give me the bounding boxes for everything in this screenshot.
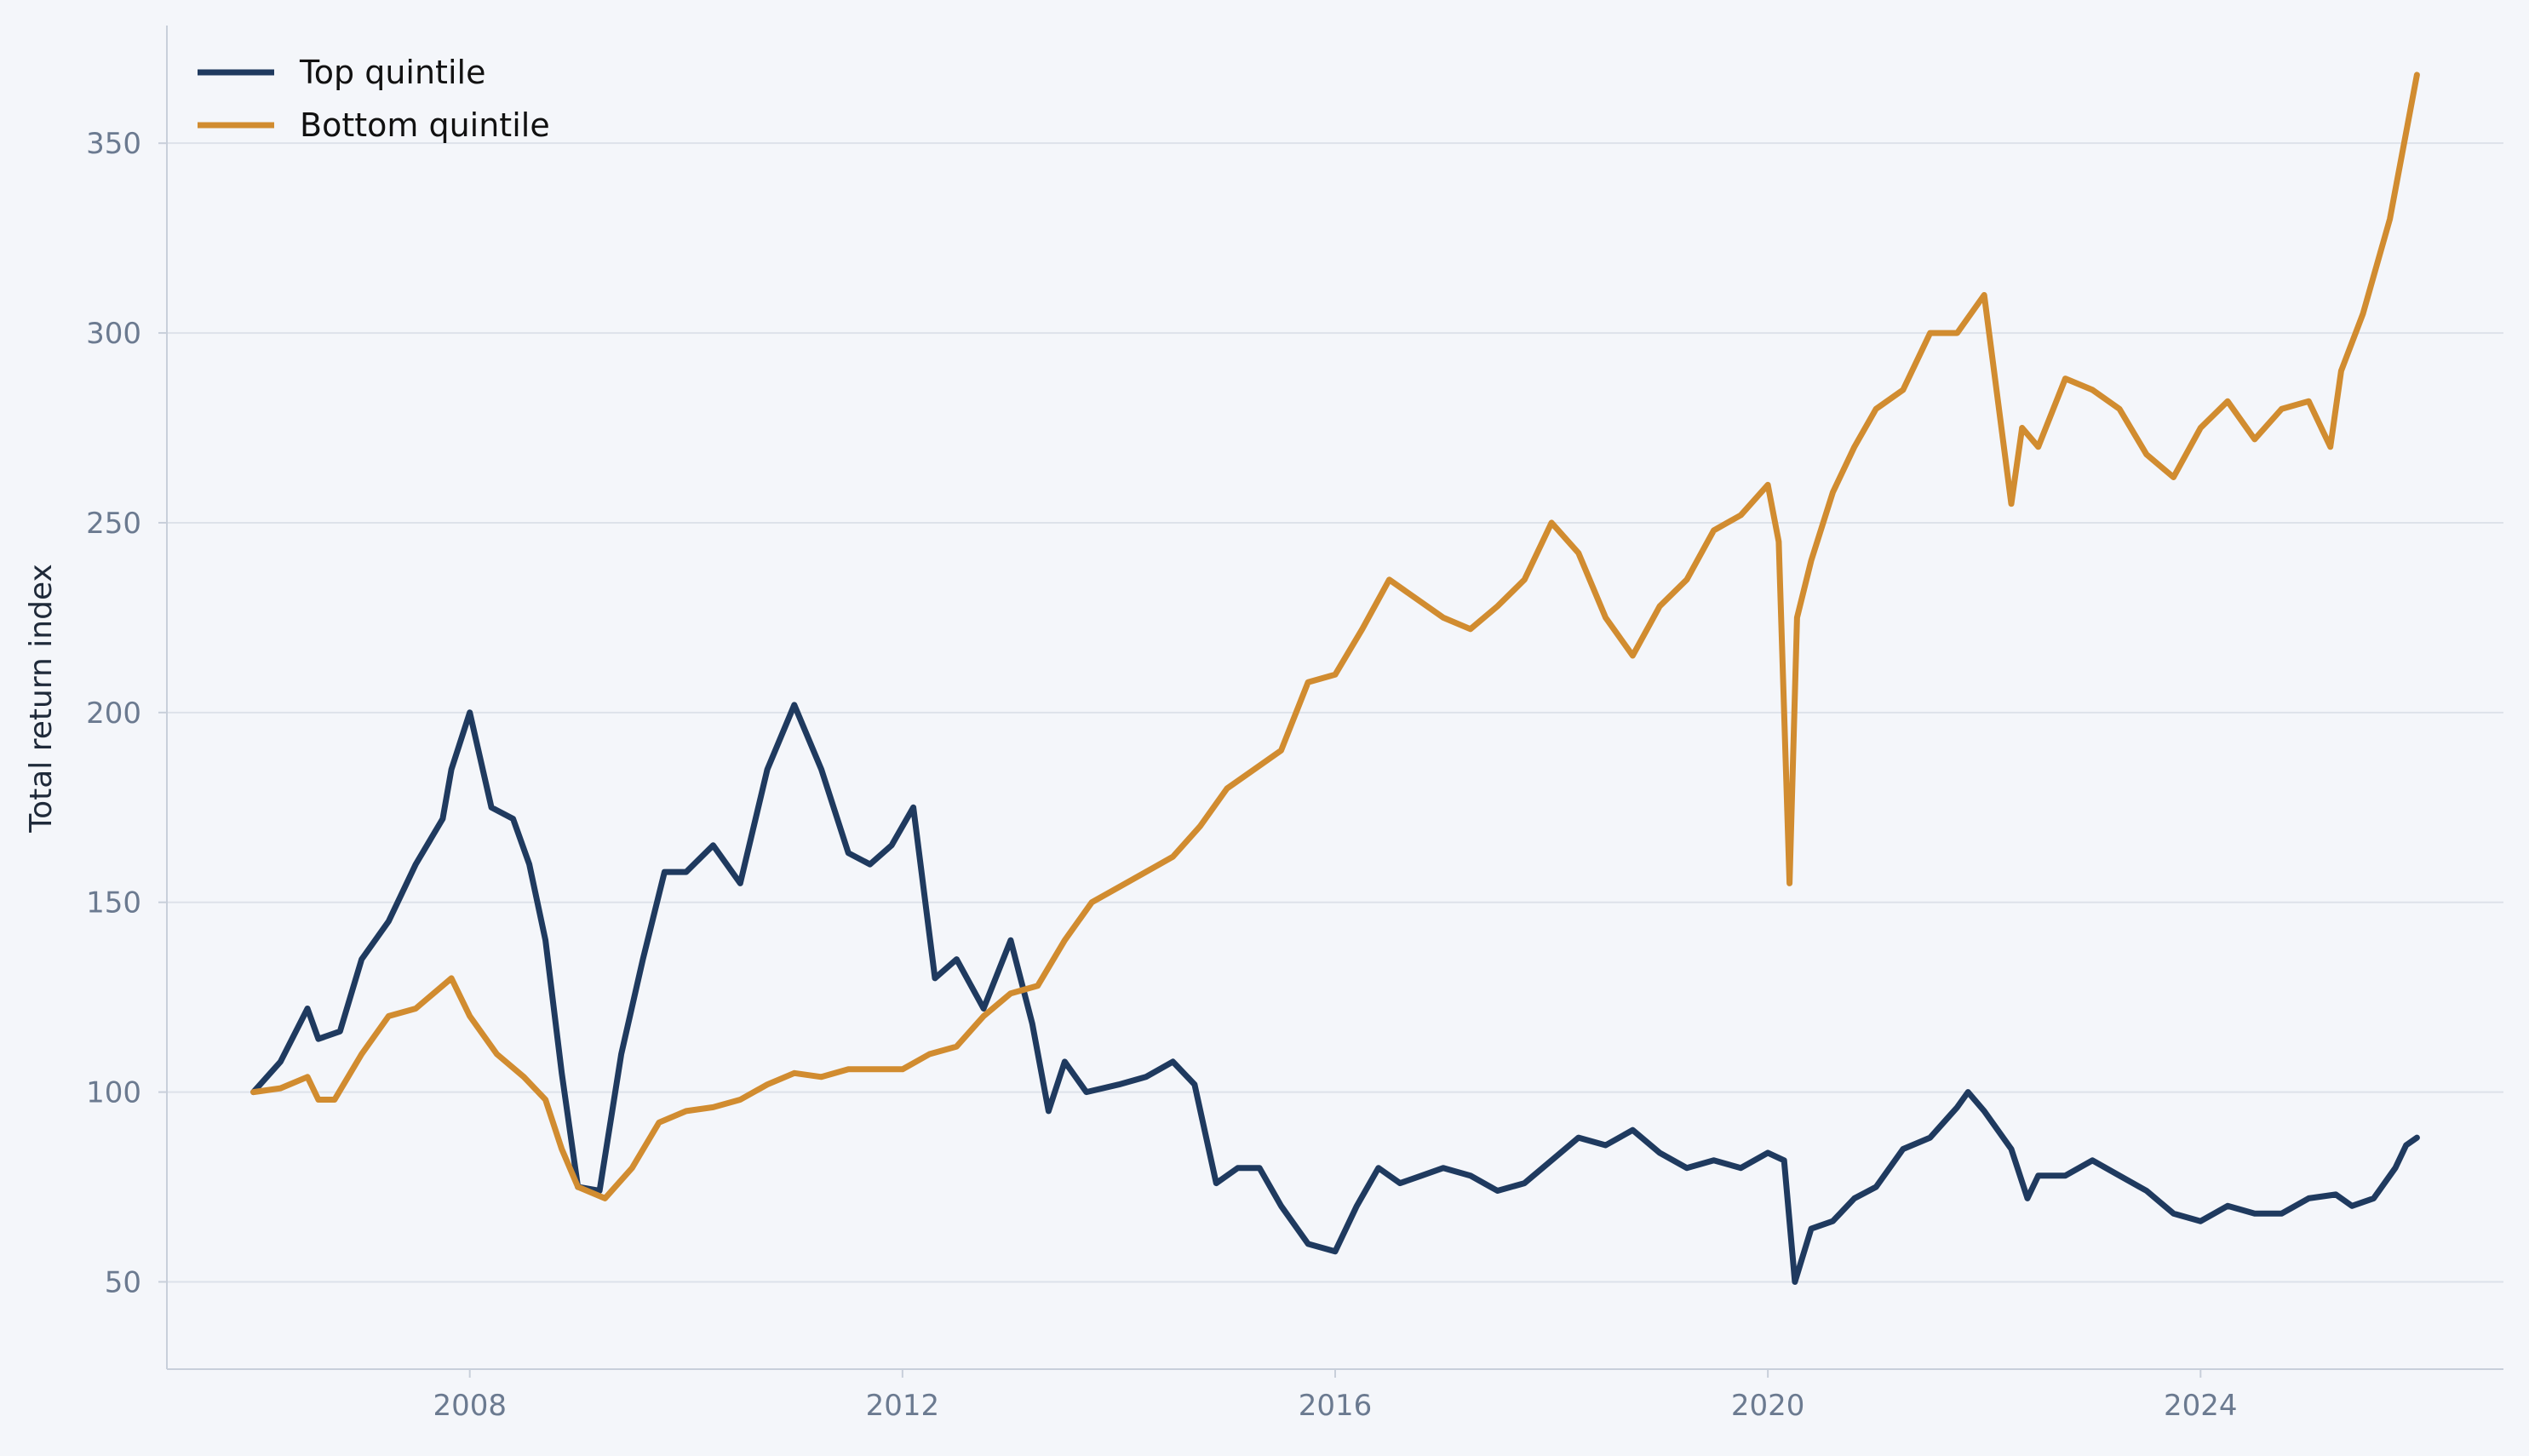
y-tick-label: 100 <box>86 1076 141 1110</box>
y-tick-label: 250 <box>86 507 141 541</box>
y-tick-label: 350 <box>86 127 141 161</box>
y-tick-label: 50 <box>105 1265 141 1299</box>
y-axis-title: Total return index <box>24 564 59 834</box>
series-lines <box>250 72 2420 1285</box>
x-tick-label: 2016 <box>1299 1389 1373 1423</box>
y-tick-label: 300 <box>86 317 141 351</box>
x-tick-label: 2012 <box>866 1389 940 1423</box>
legend-label: Bottom quintile <box>300 106 550 144</box>
y-tick-label: 200 <box>86 696 141 731</box>
x-tick-label: 2024 <box>2164 1389 2238 1423</box>
x-tick-label: 2020 <box>1731 1389 1805 1423</box>
legend-label: Top quintile <box>299 54 485 91</box>
gridlines <box>167 142 2503 1283</box>
y-tick-labels: 50 100 150 200 250 300 350 <box>86 127 167 1299</box>
series-line-bottom-quintile <box>250 72 2420 1201</box>
x-tick-labels: 2008 2012 2016 2020 2024 <box>433 1369 2238 1423</box>
y-tick-label: 150 <box>86 886 141 920</box>
x-tick-label: 2008 <box>433 1389 507 1423</box>
legend: Top quintile Bottom quintile <box>198 54 550 144</box>
series-line-top-quintile <box>250 702 2420 1285</box>
